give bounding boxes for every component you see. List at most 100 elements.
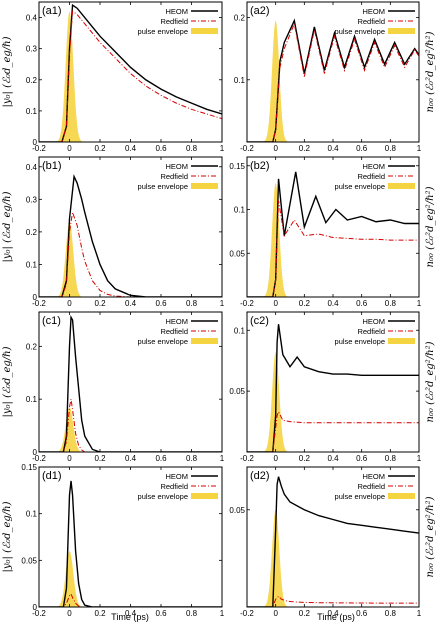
series-pulse-envelope: [261, 183, 290, 297]
legend-swatch-pulse: [191, 493, 218, 499]
series-redfield: [39, 10, 222, 142]
series-redfield: [247, 22, 419, 142]
plot-area: [39, 314, 222, 452]
x-tick-label: 0: [273, 454, 278, 463]
x-tick-label: 0.6: [356, 144, 368, 153]
x-tick-label: -0.2: [240, 609, 254, 618]
legend-label: HEOM: [363, 472, 386, 481]
y-axis-title: n₀₀ (ℰ₀²d_eg²/ℏ²): [425, 496, 436, 577]
panel-label: (a1): [42, 5, 62, 17]
series-redfield: [39, 399, 222, 452]
panel-label: (d2): [250, 470, 270, 482]
legend-label: pulse envelope: [138, 27, 188, 36]
x-tick-label: 0: [67, 454, 72, 463]
legend-swatch-pulse: [388, 493, 415, 499]
y-axis-title: |y₀| (ℰ₀d_eg/ℏ): [2, 501, 13, 572]
x-tick-label: 0: [273, 144, 278, 153]
y-tick-label: 0.2: [234, 14, 246, 23]
series-heom: [39, 480, 222, 607]
x-tick-label: 0.8: [186, 609, 198, 618]
legend-label: pulse envelope: [138, 182, 188, 191]
legend-label: pulse envelope: [335, 492, 385, 501]
legend-label: Redfield: [160, 172, 188, 181]
y-tick-label: 0.05: [229, 249, 245, 258]
legend-label: HEOM: [166, 472, 189, 481]
x-axis-title-left: Time (ps): [111, 612, 149, 622]
x-tick-label: 1: [220, 299, 225, 308]
legend-label: pulse envelope: [335, 182, 385, 191]
legend-label: Redfield: [357, 172, 385, 181]
y-tick-label: 0.1: [26, 395, 38, 404]
x-tick-label: 0.8: [385, 299, 397, 308]
x-tick-label: 1: [417, 144, 422, 153]
x-tick-label: 0.2: [94, 454, 106, 463]
x-tick-label: -0.2: [240, 299, 254, 308]
x-tick-label: 0.6: [356, 609, 368, 618]
x-tick-label: 0.2: [299, 454, 311, 463]
series-heom: [247, 476, 419, 607]
series-heom: [247, 324, 419, 452]
y-axis-title: n₀₀ (ℰ₀²d_eg²/ℏ²): [425, 341, 436, 422]
x-tick-label: -0.2: [32, 454, 46, 463]
panel-label: (c1): [42, 315, 61, 327]
x-tick-label: 0.6: [356, 299, 368, 308]
series-redfield: [39, 212, 222, 297]
plot-area: [39, 3, 222, 142]
y-tick-label: 0.05: [21, 556, 37, 565]
legend-label: Redfield: [160, 327, 188, 336]
legend-label: Redfield: [357, 17, 385, 26]
y-tick-label: 0.05: [229, 387, 245, 396]
plot-area: [247, 476, 419, 607]
legend-label: pulse envelope: [138, 337, 188, 346]
y-tick-label: 0.4: [26, 14, 38, 23]
x-tick-label: 0: [273, 299, 278, 308]
legend-label: HEOM: [166, 317, 189, 326]
x-tick-label: 0: [273, 609, 278, 618]
x-tick-label: 0.8: [186, 299, 198, 308]
x-tick-label: 1: [417, 454, 422, 463]
y-tick-label: 0.1: [234, 76, 246, 85]
y-tick-label: 0: [33, 448, 38, 457]
panel-label: (a2): [250, 5, 270, 17]
x-tick-label: 0.6: [155, 609, 167, 618]
panel-d1: -0.2 0 0.2 0.4 0.6 0.8 100.050.10.15(d1) HEOMRe…: [2, 463, 225, 618]
legend-label: HEOM: [363, 317, 386, 326]
y-tick-label: 0.1: [234, 326, 246, 335]
x-tick-label: 0.6: [155, 454, 167, 463]
series-heom: [39, 3, 222, 142]
x-tick-label: -0.2: [32, 299, 46, 308]
x-tick-label: 1: [417, 609, 422, 618]
y-axis-title: n₀₀ (ℰ₀²d_eg²/ℏ²): [425, 186, 436, 267]
panel-b1: -0.2 0 0.2 0.4 0.6 0.8 100.10.20.30.4 (b1) HEOMR…: [2, 156, 225, 308]
x-tick-label: 0.8: [186, 144, 198, 153]
legend-label: Redfield: [160, 17, 188, 26]
legend-label: HEOM: [166, 162, 189, 171]
plot-area: [247, 324, 419, 452]
plot-area: [39, 173, 222, 297]
x-tick-label: 1: [220, 454, 225, 463]
x-tick-label: 1: [220, 144, 225, 153]
panel-d2: -0.2 0 0.2 0.4 0.6 0.8 1 0.05 (d2) HEOMRedfieldpu…: [229, 466, 436, 618]
x-axis-title-right: Time (ps): [317, 612, 355, 622]
legend-label: Redfield: [357, 482, 385, 491]
x-tick-label: 0.8: [385, 144, 397, 153]
legend-label: Redfield: [160, 482, 188, 491]
x-tick-label: 0.8: [385, 609, 397, 618]
x-tick-label: 0.8: [385, 454, 397, 463]
legend-swatch-pulse: [191, 183, 218, 189]
legend-label: pulse envelope: [335, 27, 385, 36]
x-tick-label: 1: [417, 299, 422, 308]
y-tick-label: 0.15: [229, 162, 245, 171]
legend-swatch-pulse: [191, 28, 218, 34]
legend-label: pulse envelope: [138, 492, 188, 501]
series-pulse-envelope: [54, 551, 85, 607]
x-tick-label: 0.2: [94, 609, 106, 618]
panel-a2: -0.2 0 0.2 0.4 0.6 0.8 1 0.1 0.2 (a2) HEOMRedfield…: [234, 1, 436, 153]
x-tick-label: 0.2: [299, 609, 311, 618]
legend-label: HEOM: [166, 7, 189, 16]
panel-label: (c2): [250, 315, 269, 327]
legend-label: HEOM: [363, 162, 386, 171]
legend-swatch-pulse: [191, 338, 218, 344]
x-tick-label: 0.6: [155, 144, 167, 153]
